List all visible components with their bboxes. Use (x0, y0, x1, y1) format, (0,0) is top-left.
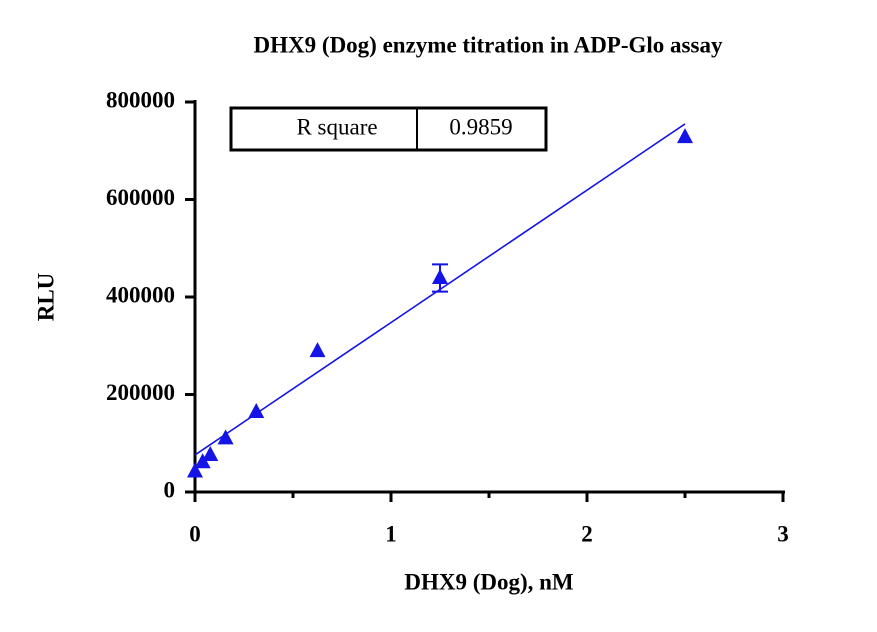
point (248, 403, 265, 419)
y-tick-label: 0 (164, 477, 176, 502)
point (202, 445, 219, 461)
y-tick-label: 800000 (106, 87, 175, 112)
annotation-frame (229, 106, 548, 152)
y-tick-label: 200000 (106, 380, 175, 405)
point (217, 429, 234, 445)
y-tick-label: 600000 (106, 185, 175, 210)
point (309, 342, 326, 358)
y-axis-label: RLU (33, 272, 58, 321)
x-tick-label: 2 (581, 521, 593, 546)
point (677, 128, 693, 144)
annotation-box: R square 0.9859 (229, 106, 548, 152)
x-tick-label: 0 (189, 521, 201, 546)
point (187, 462, 203, 478)
point (432, 268, 448, 284)
x-axis-label: DHX9 (Dog), nM (404, 569, 574, 594)
x-tick-label: 3 (777, 521, 789, 546)
annotation-label: R square (296, 114, 377, 139)
x-tick-label: 1 (385, 521, 397, 546)
y-tick-label: 400000 (106, 282, 175, 307)
annotation-value: 0.9859 (449, 114, 512, 139)
chart-title: DHX9 (Dog) enzyme titration in ADP-Glo a… (254, 32, 723, 57)
